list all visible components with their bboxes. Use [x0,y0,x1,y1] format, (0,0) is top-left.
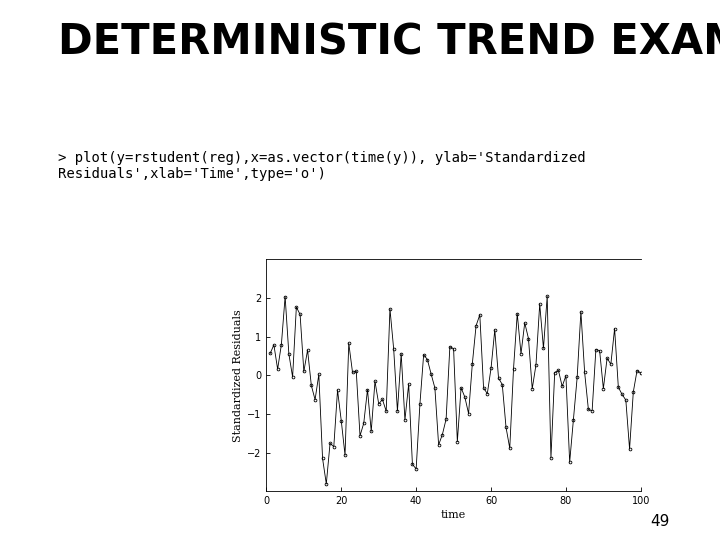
Y-axis label: Standardized Residuals: Standardized Residuals [233,309,243,442]
Text: > plot(y=rstudent(reg),x=as.vector(time(y)), ylab='Standardized
Residuals',xlab=: > plot(y=rstudent(reg),x=as.vector(time(… [58,151,585,181]
X-axis label: time: time [441,510,467,521]
Text: 49: 49 [650,514,670,529]
Text: DETERMINISTIC TREND EXAMPLE: DETERMINISTIC TREND EXAMPLE [58,22,720,64]
